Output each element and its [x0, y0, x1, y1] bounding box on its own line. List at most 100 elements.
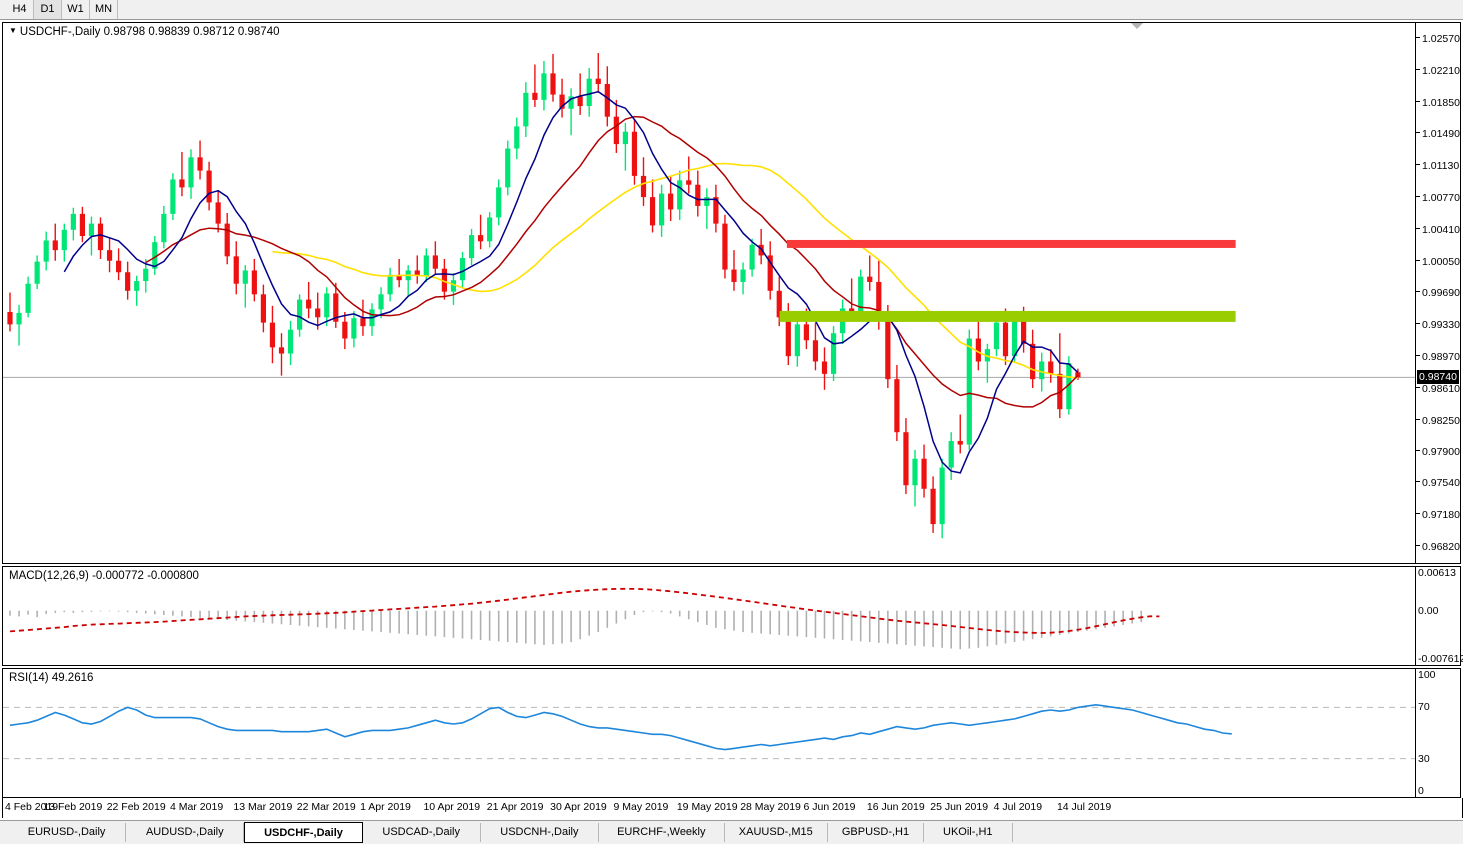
rsi-scale-axis[interactable]: 100 70 30 0: [1415, 668, 1461, 798]
macd-tick-label: -0.007612: [1418, 653, 1463, 665]
chevron-down-icon[interactable]: ▼: [9, 26, 17, 35]
price-tick-value: 0.96820: [1422, 541, 1460, 554]
price-tick-value: 0.98610: [1422, 382, 1460, 395]
date-tick-label: 13 Mar 2019: [233, 801, 293, 813]
date-tick-label: 4 Jul 2019: [993, 801, 1043, 813]
macd-scale-axis[interactable]: 0.00613 0.00 -0.007612: [1415, 566, 1463, 666]
price-tick-label: 1.02210: [1416, 65, 1460, 77]
price-tick-value: 1.00050: [1422, 255, 1460, 268]
scroll-position-marker-icon[interactable]: [1131, 23, 1143, 29]
date-tick-label: 30 Apr 2019: [550, 801, 607, 813]
date-tick-label: 4 Mar 2019: [170, 801, 224, 813]
rsi-tick-label: 70: [1418, 701, 1430, 714]
price-tick-value: 0.97540: [1422, 477, 1460, 490]
tick-mark-icon: [1416, 355, 1420, 357]
date-tick-label: 22 Feb 2019: [106, 801, 166, 813]
date-tick-label: 21 Apr 2019: [486, 801, 544, 813]
chart-tab-usdcad--daily[interactable]: USDCAD-,Daily: [363, 823, 481, 842]
tick-mark-icon: [1416, 386, 1420, 388]
tick-mark-icon: [1416, 195, 1420, 197]
current-price-label: 0.98740: [1417, 370, 1459, 385]
chart-tab-audusd--daily[interactable]: AUDUSD-,Daily: [126, 823, 245, 842]
chart-tab-ukoil--h1[interactable]: UKOil-,H1: [924, 823, 1013, 842]
macd-plot-area[interactable]: [3, 567, 1460, 665]
tick-mark-icon: [1416, 227, 1420, 229]
tick-mark-icon: [1416, 291, 1420, 293]
price-plot-area[interactable]: [3, 23, 1460, 563]
date-tick-label: 4 Feb 2019: [5, 801, 59, 813]
price-tick-value: 1.01850: [1422, 96, 1460, 109]
time-axis[interactable]: 4 Feb 2019 13 Feb 2019 22 Feb 2019 4 Mar 20…: [2, 798, 1463, 818]
timeframe-button-d1[interactable]: D1: [34, 0, 62, 19]
date-tick-label: 16 Jun 2019: [866, 801, 925, 813]
tick-mark-icon: [1416, 132, 1420, 134]
date-tick-label: 6 Jun 2019: [803, 801, 856, 813]
chart-tab-usdchf--daily[interactable]: USDCHF-,Daily: [244, 822, 363, 843]
tick-mark-icon: [1416, 68, 1420, 70]
price-tick-label: 0.97540: [1416, 477, 1460, 489]
main-chart-label: ▼ USDCHF-,Daily 0.98798 0.98839 0.98712 0…: [9, 26, 279, 38]
date-tick-label: 9 May 2019: [613, 801, 669, 813]
date-tick-label: 10 Apr 2019: [423, 801, 481, 813]
price-tick-value: 1.02210: [1422, 64, 1460, 77]
tick-mark-icon: [1416, 481, 1420, 483]
macd-tick-label: 0.00: [1418, 604, 1439, 617]
chart-tab-eurusd--daily[interactable]: EURUSD-,Daily: [8, 823, 127, 842]
chart-tab-gbpusd--h1[interactable]: GBPUSD-,H1: [828, 823, 924, 842]
price-tick-label: 1.00770: [1416, 192, 1460, 204]
date-tick-label: 22 Mar 2019: [296, 801, 356, 813]
tick-mark-icon: [1416, 100, 1420, 102]
price-tick-value: 1.01490: [1422, 128, 1460, 141]
price-tick-value: 1.00410: [1422, 223, 1460, 236]
date-tick-label: 13 Feb 2019: [43, 801, 103, 813]
rsi-plot-area[interactable]: [3, 669, 1460, 797]
price-tick-value: 1.02570: [1422, 32, 1460, 45]
rsi-tick-label: 30: [1418, 752, 1430, 765]
price-tick-value: 1.00770: [1422, 191, 1460, 204]
price-tick-label: 1.01850: [1416, 97, 1460, 109]
price-tick-label: 0.99690: [1416, 287, 1460, 299]
date-tick-label: 19 May 2019: [676, 801, 738, 813]
rsi-tick-label: 0: [1418, 785, 1424, 797]
price-tick-label: 0.99330: [1416, 319, 1460, 331]
timeframe-toolbar: H4 D1 W1 MN: [0, 0, 1463, 20]
chart-tab-usdcnh--daily[interactable]: USDCNH-,Daily: [481, 823, 599, 842]
price-tick-label: 0.96820: [1416, 541, 1460, 553]
rsi-indicator-panel[interactable]: RSI(14) 49.2616: [2, 668, 1461, 798]
chart-tab-eurchf--weekly[interactable]: EURCHF-,Weekly: [599, 823, 725, 842]
macd-indicator-panel[interactable]: MACD(12,26,9) -0.000772 -0.000800: [2, 566, 1461, 666]
date-tick-label: 28 May 2019: [740, 801, 801, 813]
rsi-label: RSI(14) 49.2616: [9, 672, 94, 684]
symbol-ohlc-text: USDCHF-,Daily 0.98798 0.98839 0.98712 0.…: [19, 26, 280, 38]
price-tick-value: 1.01130: [1422, 160, 1460, 173]
price-tick-label: 0.98970: [1416, 351, 1460, 363]
main-price-chart-panel[interactable]: ▼ USDCHF-,Daily 0.98798 0.98839 0.98712 0…: [2, 22, 1461, 564]
timeframe-button-h4[interactable]: H4: [6, 0, 34, 19]
price-tick-label: 0.97900: [1416, 446, 1460, 458]
price-tick-label: 0.98610: [1416, 383, 1460, 395]
price-tick-label: 0.97180: [1416, 509, 1460, 521]
chart-tab-xauusd--m15[interactable]: XAUUSD-,M15: [725, 823, 828, 842]
price-scale-axis[interactable]: 1.02570 1.02210 1.01850 1.01490 1.01130 1.007…: [1415, 22, 1461, 564]
price-tick-value: 0.99690: [1422, 287, 1460, 300]
date-tick-label: 14 Jul 2019: [1056, 801, 1112, 813]
rsi-tick-label: 100: [1418, 669, 1436, 681]
tick-mark-icon: [1416, 164, 1420, 166]
timeframe-button-w1[interactable]: W1: [62, 0, 90, 19]
tick-mark-icon: [1416, 418, 1420, 420]
date-tick-label: 25 Jun 2019: [930, 801, 989, 813]
price-tick-label: 1.00410: [1416, 224, 1460, 236]
price-tick-value: 0.97900: [1422, 445, 1460, 458]
timeframe-button-mn[interactable]: MN: [90, 0, 118, 19]
tick-mark-icon: [1416, 323, 1420, 325]
date-tick-label: 1 Apr 2019: [360, 801, 411, 813]
macd-label: MACD(12,26,9) -0.000772 -0.000800: [9, 570, 199, 582]
chart-tab-bar: EURUSD-,Daily AUDUSD-,Daily USDCHF-,Daily U…: [0, 820, 1463, 844]
tick-mark-icon: [1416, 545, 1420, 547]
price-tick-label: 0.98250: [1416, 415, 1460, 427]
tick-mark-icon: [1416, 449, 1420, 451]
macd-tick-label: 0.00613: [1418, 567, 1456, 579]
tick-mark-icon: [1416, 36, 1420, 38]
price-tick-value: 0.97180: [1422, 509, 1460, 522]
